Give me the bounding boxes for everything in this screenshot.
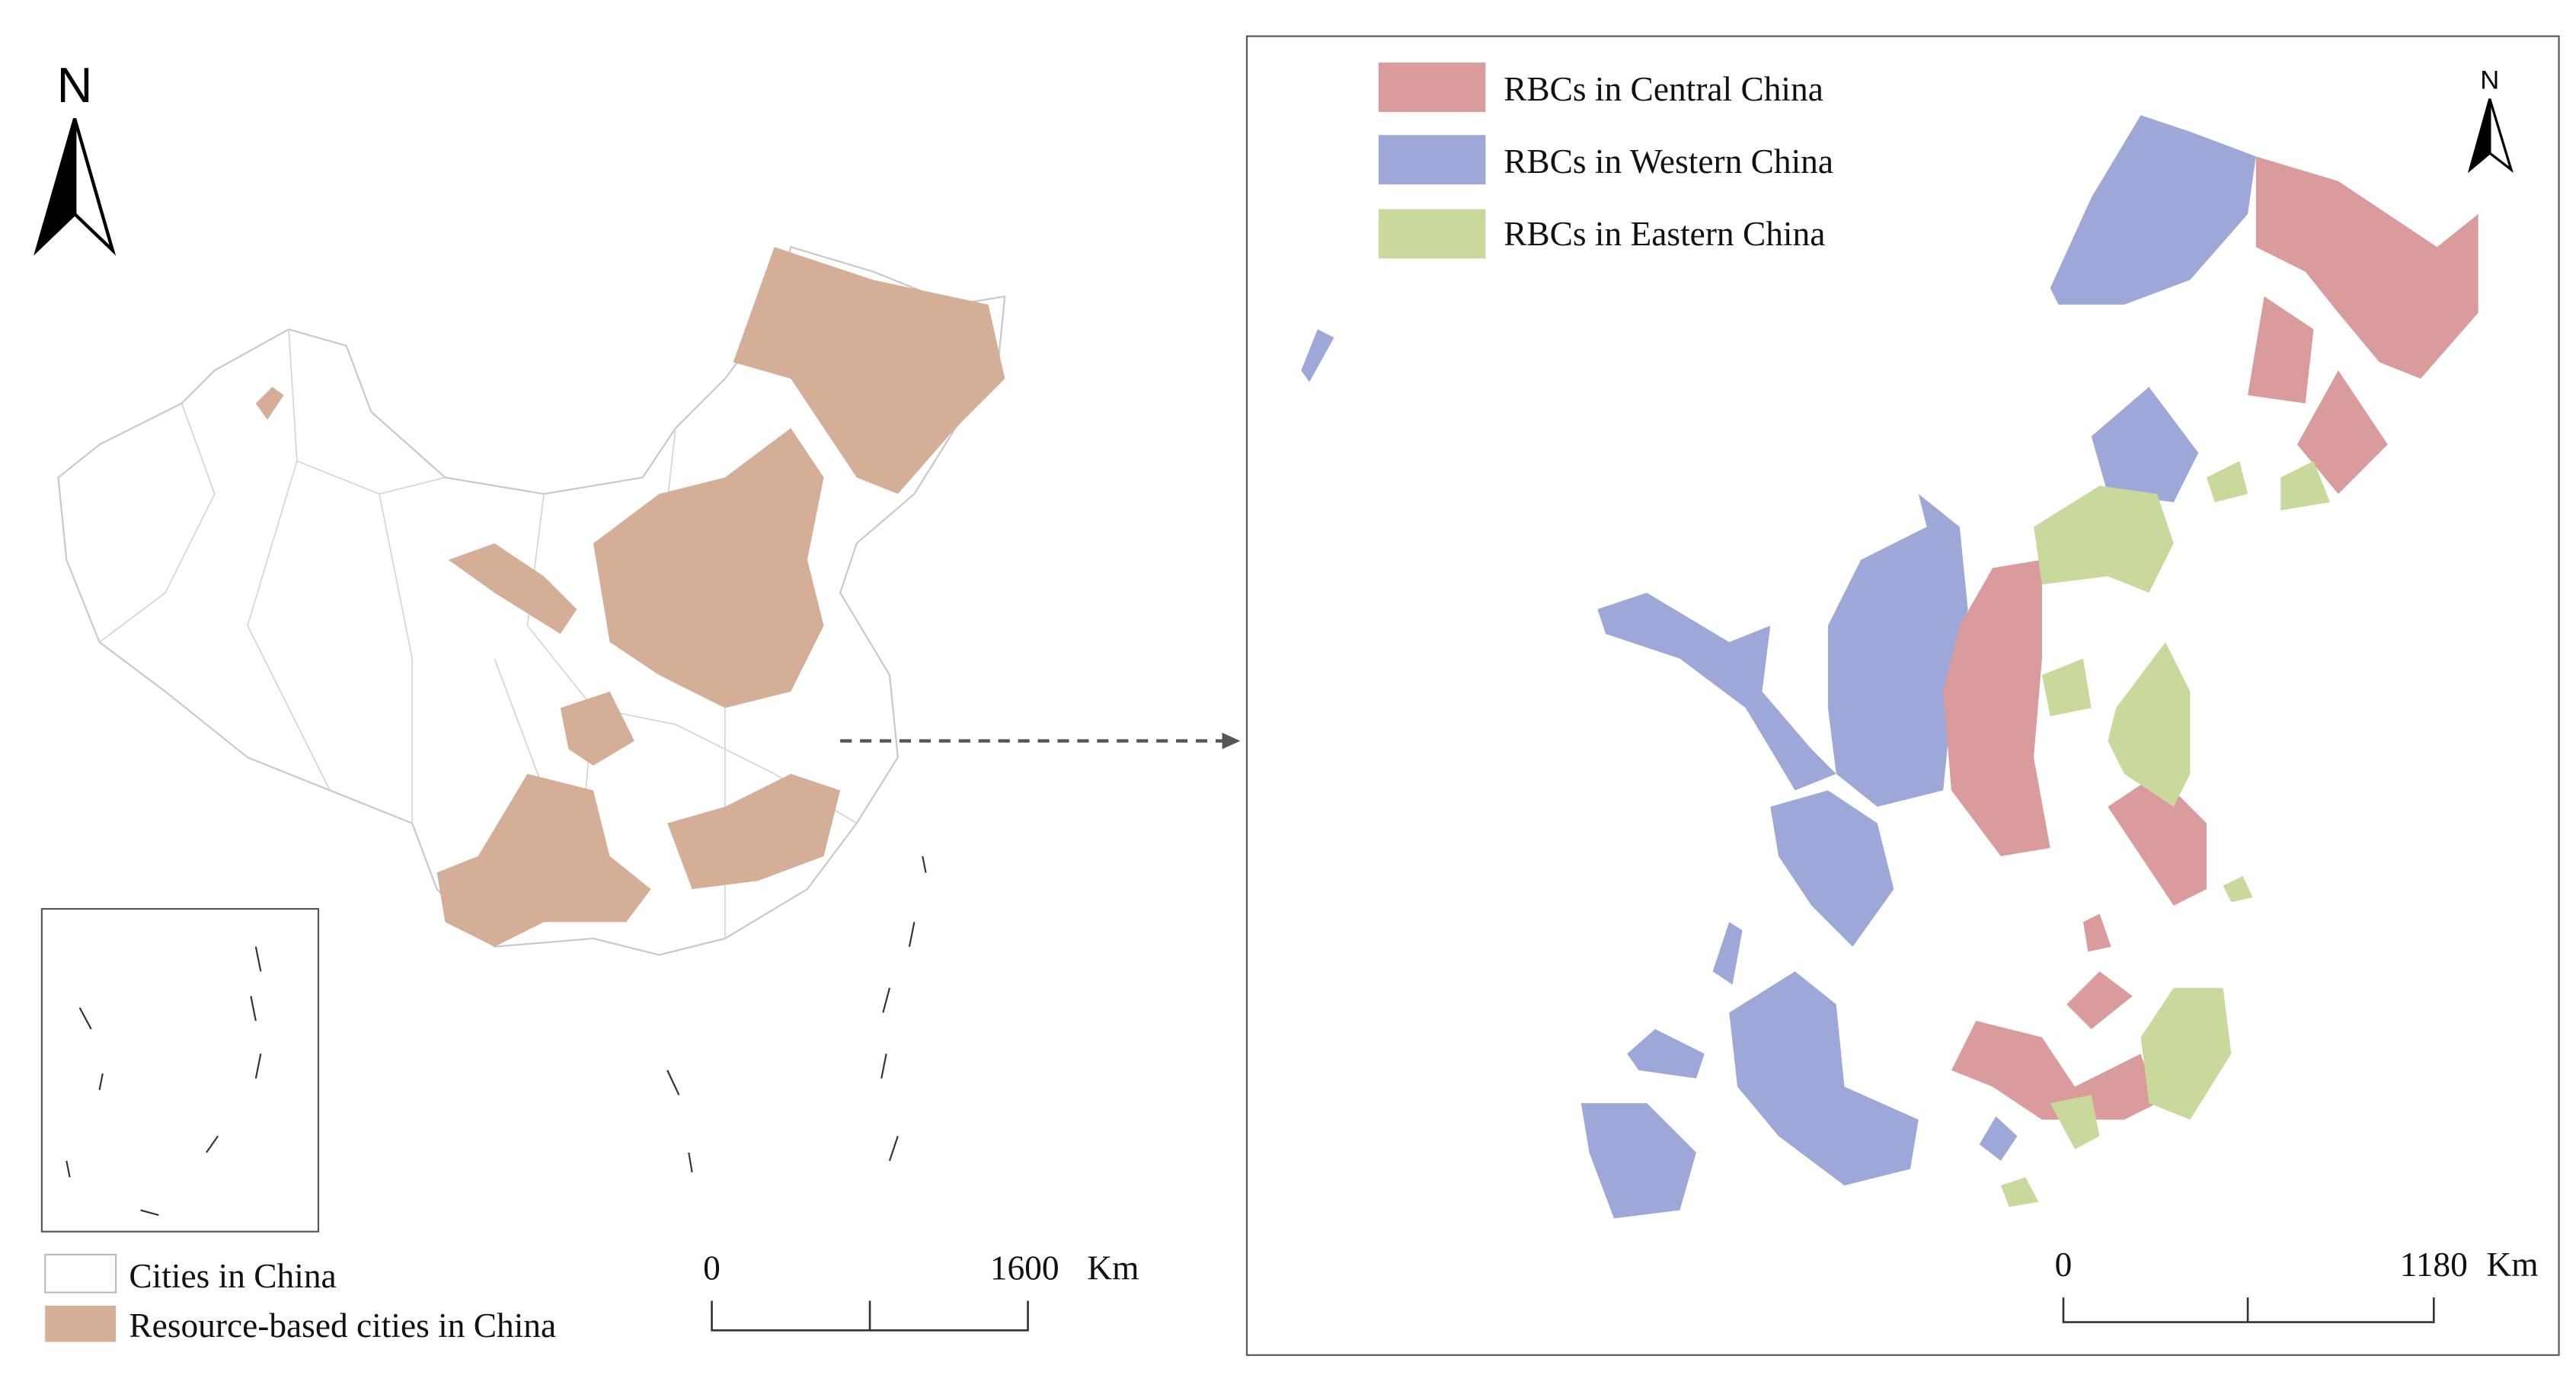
legend-swatch <box>45 1305 117 1342</box>
rbc-area <box>593 427 824 708</box>
rbc-area <box>1712 922 1743 985</box>
rbc-area <box>1979 1116 2018 1161</box>
scale-unit: Km <box>1087 1249 1139 1287</box>
scale-start: 0 <box>703 1249 721 1287</box>
north-label: N <box>57 57 93 113</box>
rbc-area <box>2108 641 2191 808</box>
legend-label: RBCs in Eastern China <box>1504 215 1825 253</box>
rbc-area <box>2280 461 2331 511</box>
rbc-area <box>1301 329 1334 382</box>
rbc-area <box>560 691 634 766</box>
central-rbcs <box>1943 156 2479 1120</box>
rbc-area <box>2050 1095 2100 1150</box>
rbc-area <box>1827 494 1968 808</box>
rbc-area <box>255 386 284 421</box>
legend-swatch <box>1378 135 1486 185</box>
inset-islands <box>66 856 927 1217</box>
scale-unit: Km <box>2486 1246 2538 1284</box>
scale-start: 0 <box>2055 1246 2073 1284</box>
rbc-area <box>2207 461 2248 503</box>
scale-bar <box>711 1300 1029 1332</box>
left-map: N Cities in China Resource-based cities … <box>34 57 1139 1345</box>
scale-end: 1600 <box>990 1249 1059 1287</box>
rbc-area <box>2000 1177 2039 1207</box>
rbc-area <box>2091 386 2199 503</box>
scale-end: 1180 <box>2400 1246 2468 1284</box>
rbc-area <box>2223 875 2253 903</box>
north-arrow <box>72 118 117 256</box>
rbc-area <box>436 773 651 947</box>
rbc-area <box>2296 370 2388 494</box>
rbc-area <box>1951 1021 2158 1120</box>
rbc-area <box>2248 296 2314 404</box>
legend-label: Resource-based cities in China <box>129 1306 556 1345</box>
link-arrowhead <box>1222 732 1241 750</box>
legend-swatch <box>1378 62 1486 112</box>
north-label: N <box>2480 66 2499 95</box>
eastern-rbcs <box>2000 461 2331 1207</box>
legend-swatch <box>44 1253 117 1294</box>
rbc-area <box>2255 156 2479 379</box>
rbc-area <box>448 543 577 635</box>
north-arrow <box>2467 98 2491 174</box>
right-map: RBCs in Central China RBCs in Western Ch… <box>1245 35 2560 1356</box>
rbc-area <box>1943 559 2050 856</box>
legend-label: RBCs in Central China <box>1504 70 1823 108</box>
rbc-area <box>2140 987 2232 1120</box>
legend-label: Cities in China <box>129 1257 336 1295</box>
western-rbcs <box>1301 115 2256 1219</box>
legend-swatch <box>1378 209 1486 259</box>
rbc-area <box>2050 115 2256 305</box>
rbc-area <box>1580 1103 1697 1219</box>
rbc-area <box>733 247 1005 494</box>
scale-bar <box>2062 1297 2435 1323</box>
rbc-area <box>1729 971 1919 1186</box>
north-arrow <box>34 118 77 256</box>
rbc-area <box>2108 773 2207 906</box>
rbc-area <box>1770 790 1894 947</box>
rbc-area <box>2082 913 2111 952</box>
rbc-area <box>2041 658 2092 717</box>
rbc-area <box>667 773 841 890</box>
rbc-area <box>1627 1028 1705 1079</box>
resource-cities <box>255 247 1005 947</box>
inset-frame <box>40 907 320 1233</box>
rbc-area <box>1597 593 1836 791</box>
rbc-area <box>2066 971 2133 1029</box>
rbc-area <box>2034 485 2174 593</box>
legend-label: RBCs in Western China <box>1504 142 1833 181</box>
